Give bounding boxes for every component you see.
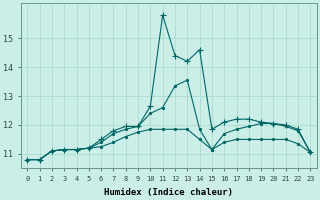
X-axis label: Humidex (Indice chaleur): Humidex (Indice chaleur) [104, 188, 233, 197]
